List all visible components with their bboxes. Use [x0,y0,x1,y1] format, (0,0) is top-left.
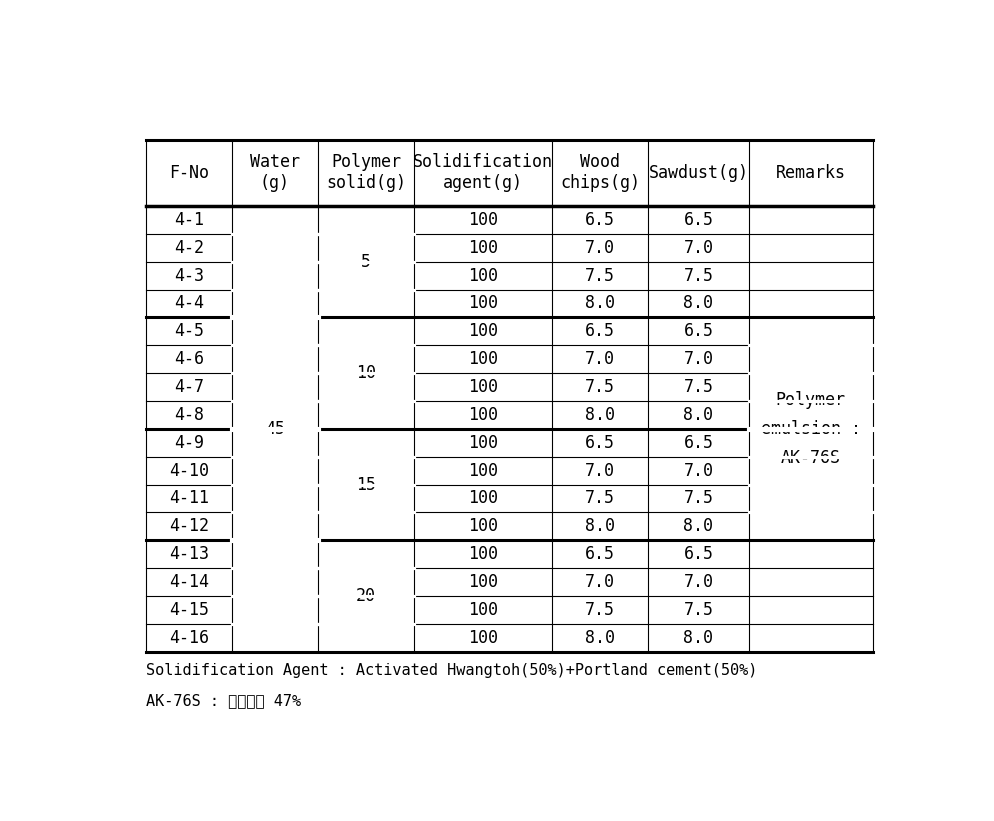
Text: 7.0: 7.0 [684,239,714,257]
Text: 100: 100 [468,433,498,452]
Text: 4-8: 4-8 [174,406,204,424]
Text: 6.5: 6.5 [585,545,615,563]
Text: Solidification Agent : Activated Hwangtoh(50%)+Portland cement(50%): Solidification Agent : Activated Hwangto… [146,663,757,678]
Text: 100: 100 [468,629,498,647]
Text: 4-9: 4-9 [174,433,204,452]
Text: 6.5: 6.5 [684,433,714,452]
Text: 7.0: 7.0 [684,351,714,368]
Text: 4-13: 4-13 [169,545,209,563]
Text: 7.5: 7.5 [684,267,714,285]
Text: Polymer
solid(g): Polymer solid(g) [326,154,406,192]
Text: 8.0: 8.0 [684,295,714,313]
Text: 6.5: 6.5 [585,323,615,341]
Text: 5: 5 [361,253,371,271]
Text: 4-15: 4-15 [169,601,209,619]
Text: 8.0: 8.0 [585,629,615,647]
Text: 7.0: 7.0 [684,461,714,479]
Text: 6.5: 6.5 [684,545,714,563]
Text: 4-10: 4-10 [169,461,209,479]
Text: 4-14: 4-14 [169,573,209,591]
Text: Wood
chips(g): Wood chips(g) [561,154,640,192]
Text: 100: 100 [468,239,498,257]
Text: 45: 45 [265,420,285,438]
Text: Polymer
emulsion :
AK-76S: Polymer emulsion : AK-76S [760,391,861,467]
Text: 100: 100 [468,406,498,424]
Text: 4-7: 4-7 [174,378,204,396]
Text: Water
(g): Water (g) [250,154,300,192]
Text: 7.0: 7.0 [585,239,615,257]
Text: 8.0: 8.0 [684,406,714,424]
Text: 4-11: 4-11 [169,489,209,507]
Text: 7.5: 7.5 [684,489,714,507]
Text: 100: 100 [468,545,498,563]
Text: 4-2: 4-2 [174,239,204,257]
Text: 7.0: 7.0 [585,573,615,591]
Text: 100: 100 [468,267,498,285]
Text: Remarks: Remarks [776,164,846,181]
Text: 100: 100 [468,211,498,229]
Text: 4-3: 4-3 [174,267,204,285]
Text: 8.0: 8.0 [585,517,615,535]
Text: Sawdust(g): Sawdust(g) [648,164,748,181]
Text: 7.0: 7.0 [684,573,714,591]
Text: 7.0: 7.0 [585,461,615,479]
Text: 8.0: 8.0 [585,406,615,424]
Text: 8.0: 8.0 [684,629,714,647]
Text: 100: 100 [468,295,498,313]
Text: 7.5: 7.5 [585,601,615,619]
Text: 10: 10 [356,365,376,382]
Text: 100: 100 [468,517,498,535]
Text: 7.5: 7.5 [585,267,615,285]
Text: 7.5: 7.5 [585,489,615,507]
Text: 6.5: 6.5 [585,211,615,229]
Text: 100: 100 [468,461,498,479]
Text: 100: 100 [468,351,498,368]
Text: 100: 100 [468,378,498,396]
Text: 100: 100 [468,323,498,341]
Text: 15: 15 [356,475,376,493]
Text: Solidification
agent(g): Solidification agent(g) [414,154,553,192]
Text: 20: 20 [356,587,376,605]
Text: 100: 100 [468,489,498,507]
Text: 6.5: 6.5 [684,211,714,229]
Text: 6.5: 6.5 [585,433,615,452]
Text: 4-5: 4-5 [174,323,204,341]
Text: 4-6: 4-6 [174,351,204,368]
Text: 7.0: 7.0 [585,351,615,368]
Text: 8.0: 8.0 [585,295,615,313]
Text: 4-12: 4-12 [169,517,209,535]
Text: AK-76S : 고형분은 47%: AK-76S : 고형분은 47% [146,694,301,709]
Text: 8.0: 8.0 [684,517,714,535]
Text: 7.5: 7.5 [585,378,615,396]
Text: 7.5: 7.5 [684,378,714,396]
Text: 100: 100 [468,601,498,619]
Text: F-No: F-No [169,164,209,181]
Text: 4-1: 4-1 [174,211,204,229]
Text: 6.5: 6.5 [684,323,714,341]
Text: 4-4: 4-4 [174,295,204,313]
Text: 4-16: 4-16 [169,629,209,647]
Text: 7.5: 7.5 [684,601,714,619]
Text: 100: 100 [468,573,498,591]
